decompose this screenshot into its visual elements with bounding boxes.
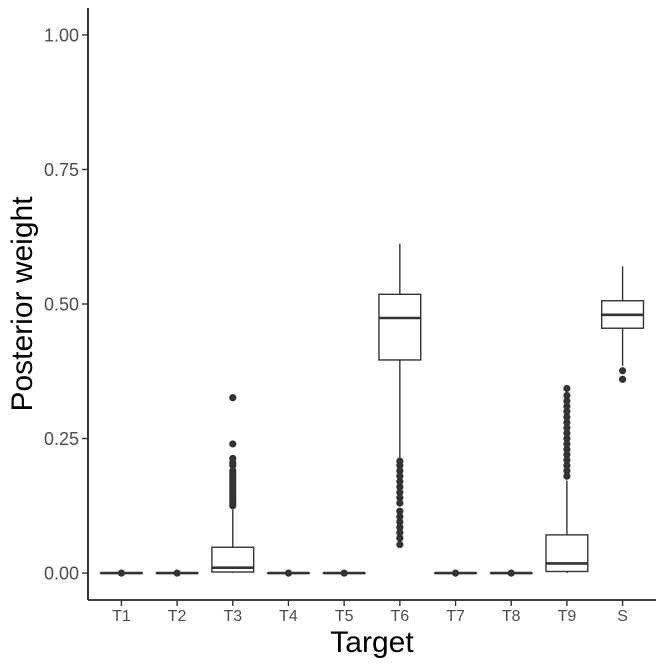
outlier-point — [563, 397, 571, 405]
x-ticks: T1 T2 T3 T4 T5 T6 T7 T8 T9 S — [112, 600, 628, 625]
outlier-point — [507, 569, 515, 577]
outlier-point — [396, 483, 404, 491]
outlier-point — [563, 461, 571, 470]
outlier-point — [284, 569, 293, 577]
box-T7 — [433, 569, 478, 577]
box-T3 — [211, 394, 255, 574]
outlier-point — [563, 402, 571, 410]
box-T1 — [99, 569, 143, 577]
plot-area — [99, 243, 645, 577]
outlier-point — [618, 375, 627, 383]
outlier-point — [396, 540, 404, 549]
outlier-point — [396, 518, 404, 526]
outlier-point — [396, 494, 404, 502]
box-T4 — [266, 569, 311, 577]
outlier-point — [340, 569, 348, 577]
y-tick-label: 0.25 — [44, 429, 79, 449]
outlier-point — [563, 467, 571, 475]
x-tick-label: T5 — [335, 608, 354, 625]
outlier-point — [396, 499, 404, 507]
x-tick-label: T3 — [223, 608, 242, 625]
outlier-point — [563, 384, 571, 393]
outlier-point — [563, 451, 571, 459]
y-ticks: 0.00 0.25 0.50 0.75 1.00 — [44, 25, 88, 584]
x-tick-label: T4 — [279, 608, 298, 625]
outlier-point — [396, 457, 404, 465]
box-T9 — [545, 384, 589, 574]
x-tick-label: S — [617, 608, 628, 625]
outlier-point — [396, 534, 404, 542]
outlier-point — [563, 472, 571, 480]
box-T5 — [322, 569, 366, 577]
outlier-point — [563, 456, 571, 464]
outlier-point — [618, 367, 627, 375]
outlier-point — [229, 454, 237, 463]
outlier-point — [396, 467, 404, 475]
x-tick-label: T8 — [502, 608, 521, 625]
outlier-point — [563, 429, 571, 437]
outlier-point — [563, 424, 571, 432]
box-T8 — [489, 569, 533, 577]
outlier-point — [117, 569, 126, 577]
box-S — [601, 266, 645, 383]
outlier-point — [563, 434, 571, 443]
outlier-point — [563, 445, 571, 453]
y-tick-label: 1.00 — [44, 25, 79, 45]
outlier-point — [563, 408, 571, 416]
outlier-point — [173, 569, 181, 577]
x-tick-label: T9 — [558, 608, 577, 625]
iqr-box — [545, 534, 589, 573]
outlier-point — [396, 512, 404, 521]
axes — [87, 8, 656, 601]
outlier-point — [451, 569, 460, 577]
outlier-point — [396, 488, 404, 496]
y-tick-label: 0.75 — [44, 160, 79, 180]
outlier-point — [396, 507, 404, 515]
outlier-point — [396, 478, 404, 486]
outlier-point — [563, 440, 571, 448]
outlier-point — [563, 391, 571, 400]
outlier-point — [396, 523, 404, 531]
y-axis-title: Posterior weight — [6, 196, 39, 412]
y-tick-label: 0.50 — [44, 295, 79, 315]
x-tick-label: T7 — [446, 608, 465, 625]
outlier-point — [396, 529, 404, 537]
x-tick-label: T6 — [391, 608, 410, 625]
x-tick-label: T2 — [168, 608, 187, 625]
outlier-point — [396, 472, 404, 480]
outlier-point — [229, 394, 237, 402]
outlier-point — [229, 467, 237, 475]
outlier-point — [563, 413, 571, 421]
x-tick-label: T1 — [112, 608, 131, 625]
outlier-point — [563, 418, 571, 426]
box-T2 — [155, 569, 199, 577]
box-T6 — [378, 243, 422, 549]
x-axis-title: Target — [330, 626, 414, 659]
iqr-box — [378, 293, 422, 361]
outlier-point — [229, 440, 237, 448]
y-tick-label: 0.00 — [44, 564, 79, 584]
